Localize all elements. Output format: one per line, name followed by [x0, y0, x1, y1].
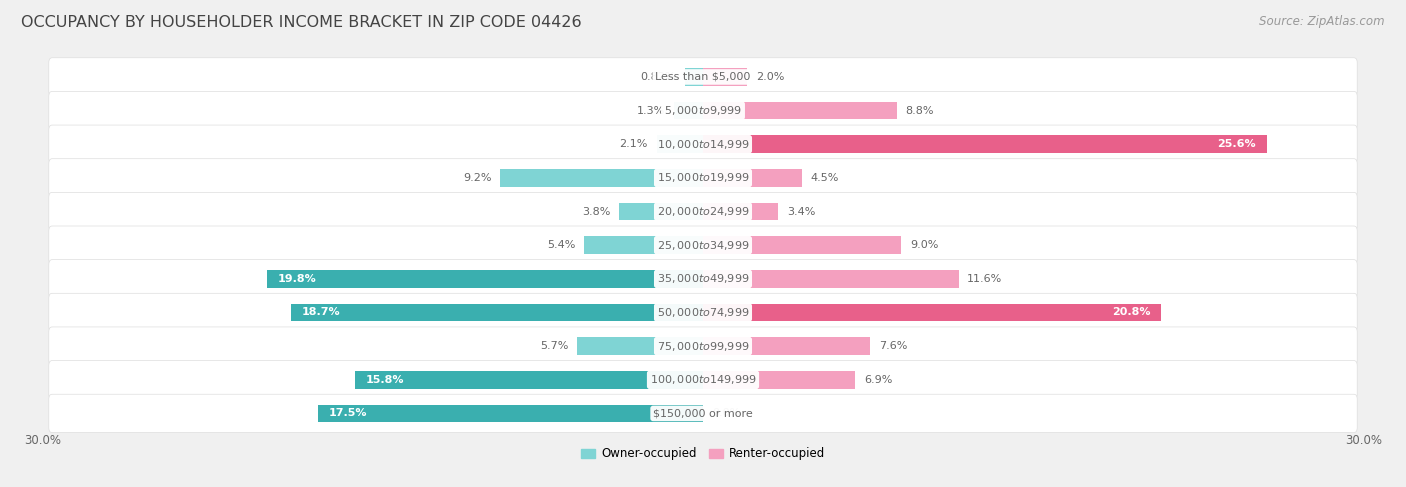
Text: 1.3%: 1.3%	[637, 106, 665, 115]
Text: 4.5%: 4.5%	[811, 173, 839, 183]
Bar	[267, 270, 703, 288]
FancyBboxPatch shape	[49, 159, 1357, 197]
FancyBboxPatch shape	[49, 260, 1357, 298]
Bar	[291, 304, 703, 321]
FancyBboxPatch shape	[49, 92, 1357, 130]
Bar	[657, 135, 703, 153]
Text: $20,000 to $24,999: $20,000 to $24,999	[657, 205, 749, 218]
Text: Source: ZipAtlas.com: Source: ZipAtlas.com	[1260, 15, 1385, 28]
Text: $100,000 to $149,999: $100,000 to $149,999	[650, 373, 756, 386]
Text: 3.4%: 3.4%	[787, 206, 815, 217]
Bar	[578, 337, 703, 355]
Text: 19.8%: 19.8%	[278, 274, 316, 284]
Text: $5,000 to $9,999: $5,000 to $9,999	[664, 104, 742, 117]
Text: 17.5%: 17.5%	[329, 409, 367, 418]
FancyBboxPatch shape	[49, 125, 1357, 164]
Text: $50,000 to $74,999: $50,000 to $74,999	[657, 306, 749, 319]
FancyBboxPatch shape	[49, 394, 1357, 432]
Text: 2.1%: 2.1%	[620, 139, 648, 149]
FancyBboxPatch shape	[49, 226, 1357, 264]
Bar	[318, 405, 703, 422]
Text: 2.0%: 2.0%	[756, 72, 785, 82]
Text: 8.8%: 8.8%	[905, 106, 934, 115]
Legend: Owner-occupied, Renter-occupied: Owner-occupied, Renter-occupied	[576, 443, 830, 465]
Text: 9.0%: 9.0%	[910, 240, 938, 250]
Text: 15.8%: 15.8%	[366, 375, 405, 385]
Text: 11.6%: 11.6%	[967, 274, 1002, 284]
FancyBboxPatch shape	[49, 58, 1357, 96]
Text: OCCUPANCY BY HOUSEHOLDER INCOME BRACKET IN ZIP CODE 04426: OCCUPANCY BY HOUSEHOLDER INCOME BRACKET …	[21, 15, 582, 30]
Text: 7.6%: 7.6%	[879, 341, 908, 351]
Text: 3.8%: 3.8%	[582, 206, 610, 217]
Text: 0.82%: 0.82%	[641, 72, 676, 82]
Bar	[703, 102, 897, 119]
Text: $35,000 to $49,999: $35,000 to $49,999	[657, 272, 749, 285]
Bar	[703, 304, 1161, 321]
Text: 20.8%: 20.8%	[1112, 307, 1150, 318]
Bar	[583, 236, 703, 254]
FancyBboxPatch shape	[49, 192, 1357, 231]
Bar	[501, 169, 703, 187]
Text: 9.2%: 9.2%	[463, 173, 492, 183]
Text: $15,000 to $19,999: $15,000 to $19,999	[657, 171, 749, 185]
Text: Less than $5,000: Less than $5,000	[655, 72, 751, 82]
Text: $25,000 to $34,999: $25,000 to $34,999	[657, 239, 749, 252]
Bar	[685, 68, 703, 86]
Bar	[703, 68, 747, 86]
Text: 5.4%: 5.4%	[547, 240, 575, 250]
Bar	[675, 102, 703, 119]
Text: 5.7%: 5.7%	[540, 341, 568, 351]
Bar	[703, 169, 801, 187]
Bar	[703, 236, 901, 254]
Text: 6.9%: 6.9%	[863, 375, 893, 385]
FancyBboxPatch shape	[49, 293, 1357, 332]
Bar	[703, 270, 959, 288]
Bar	[703, 203, 778, 220]
FancyBboxPatch shape	[49, 327, 1357, 365]
Bar	[354, 371, 703, 389]
Text: 18.7%: 18.7%	[302, 307, 340, 318]
Text: $10,000 to $14,999: $10,000 to $14,999	[657, 138, 749, 151]
Text: 25.6%: 25.6%	[1218, 139, 1256, 149]
Bar	[703, 371, 855, 389]
Text: $75,000 to $99,999: $75,000 to $99,999	[657, 339, 749, 353]
Bar	[703, 135, 1267, 153]
Text: $150,000 or more: $150,000 or more	[654, 409, 752, 418]
FancyBboxPatch shape	[49, 360, 1357, 399]
Bar	[619, 203, 703, 220]
Bar	[703, 337, 870, 355]
Text: 0.0%: 0.0%	[711, 409, 740, 418]
